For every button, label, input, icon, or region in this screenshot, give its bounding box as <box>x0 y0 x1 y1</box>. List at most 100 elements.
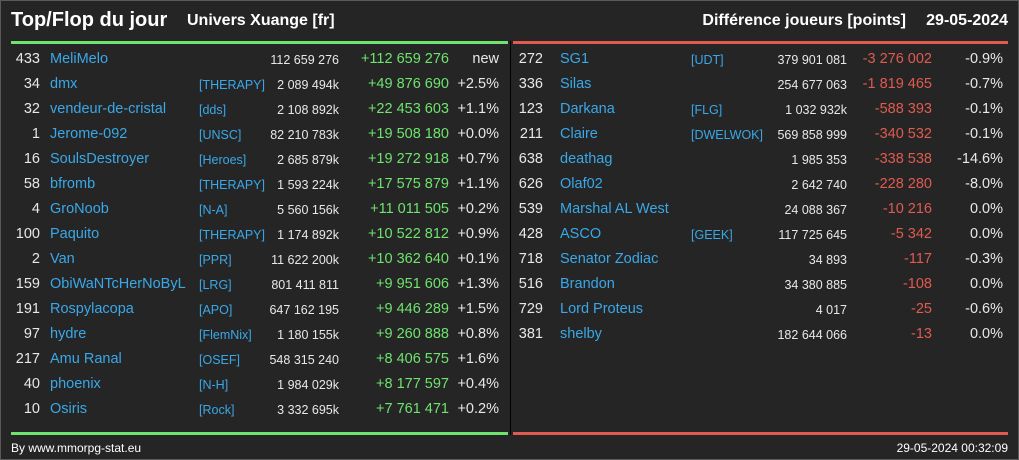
player-name-link[interactable]: phoenix <box>50 376 101 392</box>
player-name-link[interactable]: SoulsDestroyer <box>50 151 150 167</box>
points-diff-cell: +9 260 888 <box>376 326 449 342</box>
player-row: 638 deathag 1 985 353 -338 538 -14.6% <box>513 148 1008 173</box>
percent-change-cell: +1.1% <box>457 176 499 192</box>
alliance-tag-link[interactable]: [N-A] <box>199 203 228 217</box>
alliance-tag-link[interactable]: [Heroes] <box>199 153 247 167</box>
rank-cell: 381 <box>518 326 543 342</box>
percent-change-cell: 0.0% <box>969 276 1003 292</box>
footer: By www.mmorpg-stat.eu 29-05-2024 00:32:0… <box>1 439 1018 459</box>
alliance-tag-link[interactable]: [FlemNix] <box>199 328 252 342</box>
credit-link[interactable]: By www.mmorpg-stat.eu <box>11 441 142 455</box>
player-name-link[interactable]: GroNoob <box>50 201 109 217</box>
alliance-tag-link[interactable]: [FLG] <box>691 103 723 117</box>
player-name-link[interactable]: Osiris <box>50 401 88 417</box>
alliance-tag-link[interactable]: [N-H] <box>199 378 229 392</box>
player-row: 516 Brandon 34 380 885 -108 0.0% <box>513 273 1008 298</box>
player-name-link[interactable]: dmx <box>50 76 78 92</box>
points-cell: 1 180 155k <box>277 328 339 342</box>
player-name-link[interactable]: Paquito <box>50 226 100 242</box>
points-cell: 379 901 081 <box>777 53 847 67</box>
alliance-tag-link[interactable]: [THERAPY] <box>199 178 265 192</box>
player-name-link[interactable]: Darkana <box>560 101 615 117</box>
player-name-link[interactable]: vendeur-de-cristal <box>50 101 167 117</box>
points-diff-cell: +112 659 276 <box>360 51 449 67</box>
rank-cell: 2 <box>31 251 40 267</box>
points-cell: 2 089 494k <box>277 78 339 92</box>
player-row: 191 Rospylacopa [APO] 647 162 195 +9 446 289… <box>11 298 508 323</box>
player-name-link[interactable]: Amu Ranal <box>50 351 122 367</box>
player-row: 381 shelby 182 644 066 -13 0.0% <box>513 323 1008 348</box>
points-cell: 112 659 276 <box>270 53 339 67</box>
page-title: Top/Flop du jour <box>11 9 168 31</box>
top-losers-list: 272 SG1 [UDT] 379 901 081 -3 276 002 -0.9% 336… <box>513 48 1008 348</box>
player-row: 34 dmx [THERAPY] 2 089 494k +49 876 690 +2.5% <box>11 73 508 98</box>
rank-cell: 4 <box>31 201 40 217</box>
player-name-link[interactable]: Marshal AL West <box>560 201 669 217</box>
player-name-link[interactable]: Lord Proteus <box>560 301 644 317</box>
player-name-link[interactable]: Brandon <box>560 276 615 292</box>
player-name-link[interactable]: ObiWaNTcHerNoByL <box>50 276 186 292</box>
points-cell: 2 685 879k <box>277 153 339 167</box>
player-name-link[interactable]: ASCO <box>560 226 602 242</box>
alliance-tag-link[interactable]: [LRG] <box>199 278 232 292</box>
percent-change-cell: +2.5% <box>457 76 499 92</box>
player-name-link[interactable]: shelby <box>560 326 602 342</box>
percent-change-cell: +1.5% <box>457 301 499 317</box>
rank-cell: 729 <box>518 301 543 317</box>
player-row: 217 Amu Ranal [OSEF] 548 315 240 +8 406 575 +… <box>11 348 508 373</box>
player-name-link[interactable]: Silas <box>560 76 592 92</box>
alliance-tag-link[interactable]: [GEEK] <box>691 228 733 242</box>
player-name-link[interactable]: hydre <box>50 326 87 342</box>
alliance-tag-link[interactable]: [UNSC] <box>199 128 242 142</box>
percent-change-cell: -0.9% <box>965 51 1003 67</box>
player-name-link[interactable]: Jerome-092 <box>50 126 128 142</box>
percent-change-cell: new <box>472 51 499 67</box>
rank-cell: 433 <box>15 51 40 67</box>
player-row: 428 ASCO [GEEK] 117 725 645 -5 342 0.0% <box>513 223 1008 248</box>
player-row: 32 vendeur-de-cristal [dds] 2 108 892k +22 4… <box>11 98 508 123</box>
alliance-tag-link[interactable]: [dds] <box>199 103 227 117</box>
player-name-link[interactable]: bfromb <box>50 176 96 192</box>
player-name-link[interactable]: Van <box>50 251 75 267</box>
alliance-tag-link[interactable]: [APO] <box>199 303 233 317</box>
player-name-link[interactable]: Claire <box>560 126 598 142</box>
player-name-link[interactable]: Senator Zodiac <box>560 251 659 267</box>
points-diff-cell: -5 342 <box>890 226 932 242</box>
top-gainers-list: 433 MeliMelo 112 659 276 +112 659 276 new 34 d… <box>11 48 508 423</box>
percent-change-cell: -0.6% <box>965 301 1003 317</box>
alliance-tag-link[interactable]: [DWELWOK] <box>691 128 763 142</box>
player-name-link[interactable]: Rospylacopa <box>50 301 134 317</box>
alliance-tag-link[interactable]: [PPR] <box>199 253 232 267</box>
rank-cell: 16 <box>23 151 40 167</box>
alliance-tag-link[interactable]: [THERAPY] <box>199 228 265 242</box>
player-name-link[interactable]: Olaf02 <box>560 176 603 192</box>
points-diff-cell: -25 <box>911 301 932 317</box>
rank-cell: 638 <box>518 151 543 167</box>
rank-cell: 34 <box>23 76 40 92</box>
points-cell: 548 315 240 <box>269 353 339 367</box>
player-row: 159 ObiWaNTcHerNoByL [LRG] 801 411 811 +9 95… <box>11 273 508 298</box>
player-row: 539 Marshal AL West 24 088 367 -10 216 0.0% <box>513 198 1008 223</box>
player-name-link[interactable]: deathag <box>560 151 613 167</box>
points-diff-cell: -3 276 002 <box>862 51 932 67</box>
alliance-tag-link[interactable]: [THERAPY] <box>199 78 265 92</box>
alliance-tag-link[interactable]: [UDT] <box>691 53 724 67</box>
alliance-tag-link[interactable]: [OSEF] <box>199 353 240 367</box>
player-name-link[interactable]: SG1 <box>560 51 590 67</box>
points-diff-cell: +17 575 879 <box>367 176 449 192</box>
points-cell: 82 210 783k <box>270 128 339 142</box>
points-cell: 1 593 224k <box>277 178 339 192</box>
points-diff-cell: +9 446 289 <box>376 301 449 317</box>
player-row: 16 SoulsDestroyer [Heroes] 2 685 879k +19 27… <box>11 148 508 173</box>
points-cell: 5 560 156k <box>277 203 339 217</box>
player-name-link[interactable]: MeliMelo <box>50 51 109 67</box>
percent-change-cell: +0.9% <box>457 226 499 242</box>
rank-cell: 10 <box>23 401 40 417</box>
points-diff-cell: -108 <box>902 276 932 292</box>
alliance-tag-link[interactable]: [Rock] <box>199 403 235 417</box>
points-cell: 1 985 353 <box>791 153 847 167</box>
percent-change-cell: +0.2% <box>457 401 499 417</box>
player-row: 336 Silas 254 677 063 -1 819 465 -0.7% <box>513 73 1008 98</box>
points-diff-cell: +49 876 690 <box>367 76 449 92</box>
